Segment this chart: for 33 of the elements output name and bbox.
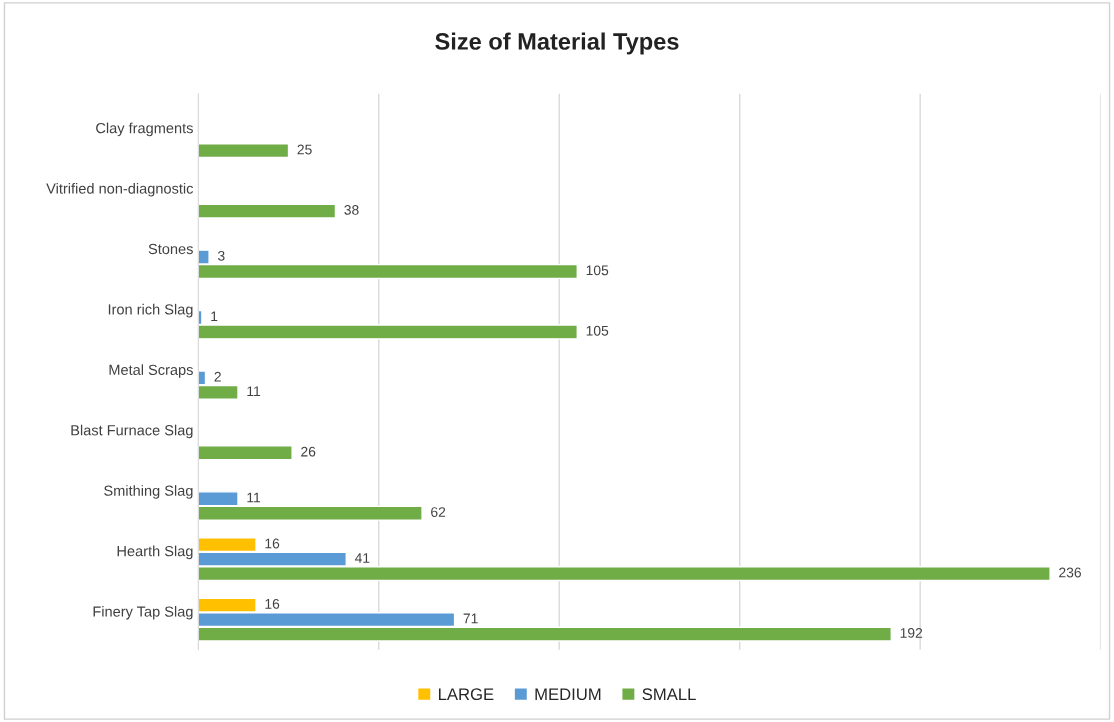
data-label: 105 [586, 325, 609, 336]
y-tick-label: Iron rich Slag [108, 303, 193, 318]
data-label: 11 [247, 492, 261, 503]
legend-label: MEDIUM [535, 688, 601, 701]
y-tick-label: Clay fragments [96, 122, 193, 137]
data-label: 25 [297, 144, 312, 155]
data-label: 16 [265, 598, 280, 609]
y-tick-label: Blast Furnace Slag [71, 424, 193, 439]
y-tick-label: Finery Tap Slag [93, 605, 193, 620]
data-label: 38 [344, 204, 359, 215]
bar [198, 143, 290, 159]
y-tick-label: Metal Scraps [109, 364, 193, 378]
data-label: 192 [900, 627, 923, 638]
data-label: 16 [265, 538, 280, 549]
data-label: 2 [214, 371, 221, 382]
y-tick-label: Smithing Slag [104, 485, 193, 499]
data-label: 236 [1059, 567, 1081, 578]
data-label: 3 [217, 250, 225, 261]
bar [198, 203, 337, 219]
legend-label: SMALL [642, 688, 696, 701]
data-label: 11 [247, 386, 261, 396]
data-label: 71 [463, 613, 478, 624]
legend-label: LARGE [439, 688, 494, 701]
chart-title: Size of Material Types [435, 32, 679, 55]
data-label: 105 [586, 265, 609, 276]
data-label: 62 [431, 507, 446, 517]
data-label: 26 [301, 446, 316, 457]
y-tick-label: Vitrified non-diagnostic [46, 182, 194, 197]
data-label: 1 [211, 311, 218, 322]
bar [198, 445, 293, 461]
y-tick-label: Stones [148, 243, 193, 255]
y-tick-label: Hearth Slag [117, 545, 193, 560]
data-label: 41 [354, 553, 370, 563]
